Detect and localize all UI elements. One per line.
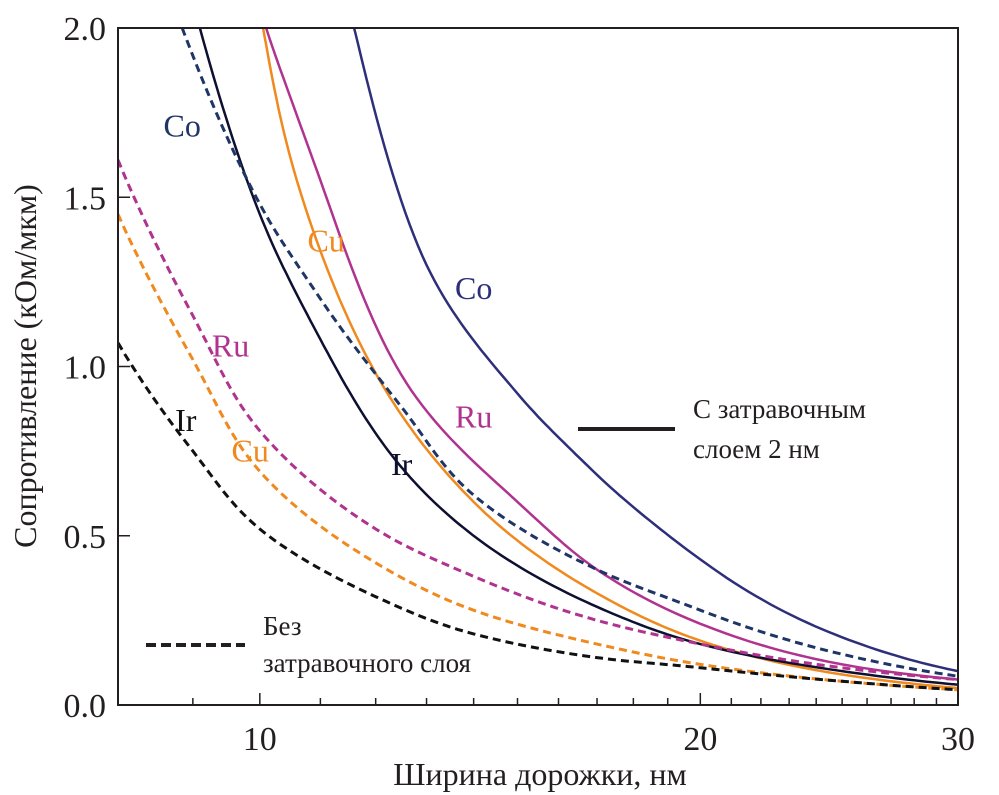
series-layer	[118, 28, 958, 692]
series-line-cu-dashed	[118, 213, 958, 692]
legend-dashed-label-line1: Без	[263, 611, 301, 641]
x-tick-label: 10	[243, 721, 277, 758]
series-label-co-dashed: Co	[164, 107, 201, 143]
legend-solid-label-line1: С затравочным	[693, 394, 866, 424]
series-line-co-dashed	[180, 28, 958, 678]
legend-item-solid: С затравочным слоем 2 нм	[578, 394, 866, 464]
series-label-cu-dashed: Cu	[232, 432, 269, 468]
y-axis-title: Сопротивление (кОм/мкм)	[7, 184, 43, 548]
y-tick-label: 1.0	[64, 350, 107, 387]
series-label-ir-solid: Ir	[391, 446, 413, 482]
legend: С затравочным слоем 2 нм Без затравочног…	[146, 394, 866, 678]
series-label-ru-solid: Ru	[455, 398, 492, 434]
series-line-co-solid	[352, 28, 958, 673]
series-line-cu-solid	[261, 28, 958, 690]
series-line-ru-dashed	[118, 159, 958, 682]
series-label-cu-solid: Cu	[307, 222, 344, 258]
legend-item-dashed: Без затравочного слоя	[146, 611, 471, 678]
plot-frame	[117, 27, 959, 706]
y-tick-label: 1.5	[64, 180, 107, 217]
legend-solid-label-line2: слоем 2 нм	[693, 434, 820, 464]
legend-dashed-label-line2: затравочного слоя	[263, 648, 471, 678]
series-label-ir-dashed: Ir	[175, 402, 197, 438]
series-label-ru-dashed: Ru	[212, 327, 249, 363]
ticks-layer: 10 20 30 0.0 0.5 1.0 1.5 2.0	[64, 11, 976, 758]
y-tick-label: 2.0	[64, 11, 107, 48]
x-tick-label: 30	[941, 721, 975, 758]
series-line-ir-solid	[198, 28, 958, 686]
series-label-co-solid: Co	[455, 270, 492, 306]
x-tick-label: 20	[683, 721, 717, 758]
series-labels-layer: Co Ru Cu Ir Co Ru Cu Ir	[164, 107, 493, 482]
x-axis-title: Ширина дорожки, нм	[393, 756, 687, 792]
y-tick-label: 0.5	[64, 519, 107, 556]
y-tick-label: 0.0	[64, 688, 107, 725]
series-line-ir-dashed	[118, 342, 958, 692]
series-line-ru-solid	[264, 28, 958, 681]
